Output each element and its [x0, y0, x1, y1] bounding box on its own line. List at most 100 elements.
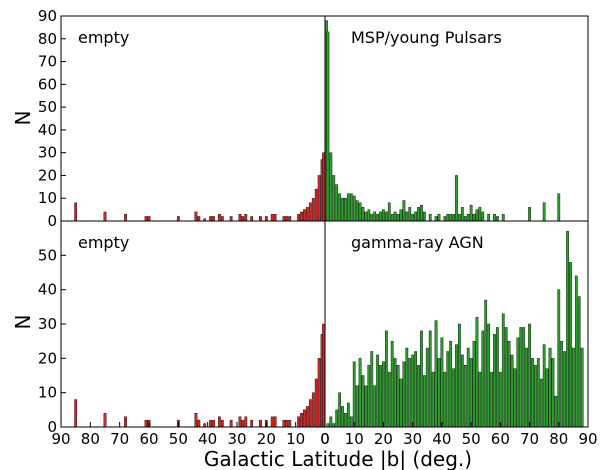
bar [434, 320, 438, 428]
bar [332, 423, 336, 428]
bar [341, 198, 344, 222]
x-tick-label: 50 [169, 430, 188, 448]
panel-top-left: 0 10 20 30 40 50 60 70 80 90 empty [38, 7, 326, 230]
bar [349, 193, 353, 222]
bar [487, 213, 491, 222]
bar [311, 392, 315, 428]
bar [498, 371, 502, 428]
bar [273, 416, 277, 428]
bar [329, 152, 333, 222]
bar [574, 275, 578, 428]
bar [361, 207, 365, 222]
bar [510, 354, 514, 428]
bar [203, 423, 207, 428]
bar [478, 371, 482, 428]
bar [390, 213, 394, 222]
panel-bottom-left: 0 10 20 30 40 50 90 80 70 60 50 40 30 20 10 0 empty [38, 220, 330, 448]
y-tick-label: 50 [38, 246, 57, 264]
bar [282, 216, 286, 222]
x-tick-label: 10 [286, 430, 305, 448]
panel-annotation: empty [78, 233, 129, 252]
bar [545, 368, 549, 428]
bar [238, 416, 242, 428]
bar [387, 371, 391, 428]
bar [580, 347, 584, 428]
bar [516, 337, 520, 428]
bar [74, 399, 78, 428]
bar [288, 216, 292, 222]
panel-annotation: empty [78, 28, 129, 47]
bar [399, 209, 403, 222]
bar [250, 216, 254, 222]
bar [355, 200, 359, 222]
bar [525, 347, 529, 428]
bar [487, 323, 491, 428]
bar [411, 213, 415, 222]
bar [513, 368, 517, 428]
bar [422, 375, 426, 428]
y-tick-label: 0 [47, 212, 57, 230]
bar [539, 378, 543, 428]
bar [399, 378, 403, 428]
bar [220, 419, 224, 428]
y-tick-label: 80 [38, 30, 57, 48]
bar [379, 211, 382, 222]
bar [209, 419, 212, 428]
bar [338, 193, 341, 222]
x-tick-label: 40 [198, 430, 217, 448]
bar [542, 344, 546, 428]
bar [551, 358, 555, 428]
bar [420, 330, 423, 428]
bar [560, 340, 564, 428]
bar [344, 413, 347, 428]
bar [332, 175, 336, 222]
x-tick-label: 90 [51, 430, 70, 448]
bar [176, 216, 180, 222]
bar [367, 209, 371, 222]
bar [437, 213, 441, 222]
bar [402, 361, 406, 428]
bar [338, 392, 341, 428]
bar [306, 207, 309, 222]
bar [297, 416, 300, 428]
bar [74, 202, 78, 222]
bar [322, 152, 325, 222]
bar [306, 406, 309, 428]
bar [326, 31, 330, 222]
y-tick-label: 10 [38, 189, 57, 207]
bar [329, 416, 333, 428]
y-tick-label: 20 [38, 349, 57, 367]
bar [218, 213, 221, 222]
bar [241, 419, 245, 428]
y-tick-label: 30 [38, 144, 57, 162]
bar [566, 231, 569, 428]
bar [385, 330, 388, 428]
bar [572, 347, 575, 428]
bar [103, 211, 107, 222]
bar [282, 419, 286, 428]
bar [443, 216, 447, 222]
bar [563, 351, 566, 428]
y-tick-label: 30 [38, 315, 57, 333]
bar [335, 409, 339, 428]
bar [144, 419, 148, 428]
bar [557, 193, 561, 222]
bar [455, 344, 458, 428]
bar [285, 216, 289, 222]
bar [373, 211, 377, 222]
x-tick-label: 30 [227, 430, 246, 448]
x-tick-label: 70 [110, 430, 129, 448]
y-tick-label: 90 [38, 7, 57, 25]
bar [212, 419, 215, 428]
bar [364, 211, 368, 222]
bar [405, 211, 409, 222]
y-tick-label: 60 [38, 75, 57, 93]
bar [349, 416, 353, 428]
bar [379, 365, 382, 428]
bar [124, 416, 127, 428]
bar [396, 365, 400, 428]
bar [212, 216, 215, 222]
bar [238, 213, 242, 222]
bar [478, 207, 482, 222]
